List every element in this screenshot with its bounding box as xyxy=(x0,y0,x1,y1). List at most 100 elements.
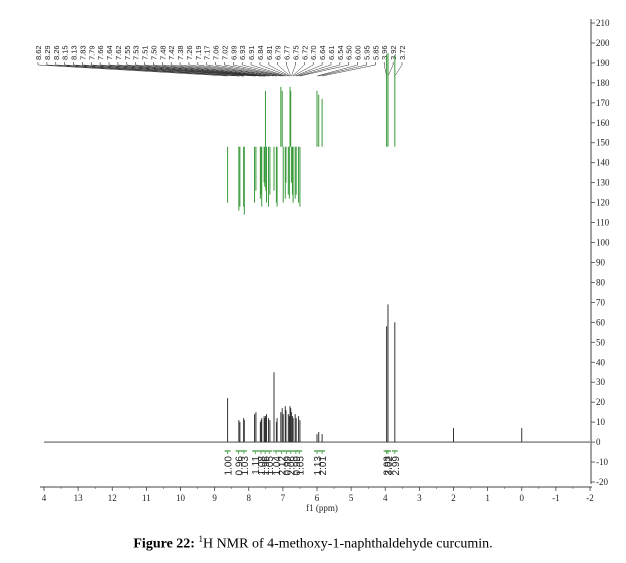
peak-connector xyxy=(197,64,277,77)
integral-label: 1.05 xyxy=(295,456,306,476)
peak-label-group: 8.62 8.29 8.26 8.15 8.13 7.83 7.79 7.66 7.64 7.62… xyxy=(34,45,407,60)
peak-label: 7.42 xyxy=(167,45,176,60)
y-tick-label: 150 xyxy=(596,138,610,148)
peak-connector xyxy=(286,64,291,77)
integral-label: 3.02 xyxy=(384,456,395,476)
peak-connector-group xyxy=(37,52,403,215)
peak-connector xyxy=(55,64,240,77)
peak-connector xyxy=(299,64,349,77)
x-tick-label: 4 xyxy=(42,493,47,503)
peak-connector xyxy=(162,64,267,77)
peak-label: 3.72 xyxy=(398,45,407,60)
y-tick-label: 30 xyxy=(596,377,606,387)
peak-connector xyxy=(73,64,245,77)
peak-connector xyxy=(295,64,323,77)
peak-connector xyxy=(91,64,256,77)
peak-label: 8.13 xyxy=(70,45,79,60)
y-tick-label: 100 xyxy=(596,238,610,248)
peak-label: 7.06 xyxy=(212,45,221,60)
peak-connector xyxy=(117,64,262,77)
y-tick-label: 10 xyxy=(596,417,606,427)
peak-connector xyxy=(277,64,291,77)
y-tick-label: 170 xyxy=(596,98,610,108)
peak-connector xyxy=(387,64,394,77)
peak-connector xyxy=(292,64,314,77)
integral-label: 1.08 xyxy=(257,456,268,476)
peak-label: 6.79 xyxy=(274,45,283,60)
peak-label: 7.51 xyxy=(141,45,150,60)
integral-label: 2.99 xyxy=(391,456,402,476)
y-tick-label: 140 xyxy=(596,158,610,168)
x-axis-label: f1 (ppm) xyxy=(306,503,338,513)
peak-label: 7.66 xyxy=(96,45,105,60)
integral-label: 1.13 xyxy=(313,456,324,476)
peak-label: 6.70 xyxy=(309,45,318,60)
integral-label: 0.99 xyxy=(282,456,293,476)
integral-label: 2.01 xyxy=(318,456,329,476)
peak-label: 6.91 xyxy=(247,45,256,60)
peak-label: 7.50 xyxy=(149,45,158,60)
peak-label: 7.02 xyxy=(220,45,229,60)
peak-label: 7.26 xyxy=(185,45,194,60)
y-tick-label: 130 xyxy=(596,178,610,188)
integral-label: 1.05 xyxy=(265,456,276,476)
nmr-spectrum-chart: 8.62 8.29 8.26 8.15 8.13 7.83 7.79 7.66 7.64 7.62… xyxy=(34,18,610,513)
y-tick-label: 0 xyxy=(596,437,601,447)
peak-connector xyxy=(224,64,283,77)
x-tick-label: 5 xyxy=(349,493,354,503)
x-tick-label: -1 xyxy=(552,493,560,503)
integral-label: 0.96 xyxy=(235,456,246,476)
y-tick-label: 190 xyxy=(596,58,610,68)
y-tick-label: -20 xyxy=(596,477,608,487)
peak-label: 7.83 xyxy=(78,45,87,60)
peak-label: 8.62 xyxy=(34,45,43,60)
caption-superscript: 1 xyxy=(198,534,203,544)
peak-connector xyxy=(215,64,281,77)
x-tick-label: 10 xyxy=(176,493,186,503)
peak-label: 6.61 xyxy=(327,45,336,60)
x-tick-label: 0 xyxy=(520,493,525,503)
peak-label: 6.77 xyxy=(283,45,292,60)
x-tick-label: 2 xyxy=(451,493,456,503)
y-tick-label: 200 xyxy=(596,38,610,48)
peak-connector xyxy=(206,64,278,77)
peak-connector xyxy=(180,64,270,77)
peak-label: 6.54 xyxy=(336,45,345,60)
peak-label: 3.96 xyxy=(380,45,389,60)
y-tick-label: 160 xyxy=(596,118,610,128)
peak-label: 6.64 xyxy=(318,45,327,60)
integral-label: 2.06 xyxy=(287,456,298,476)
peak-label: 7.53 xyxy=(132,45,141,60)
y-tick-label: 20 xyxy=(596,397,606,407)
x-tick-label: 11 xyxy=(142,493,151,503)
y-tick-label: 210 xyxy=(596,18,610,28)
peak-connector xyxy=(259,64,289,77)
peak-connector xyxy=(394,64,403,77)
peak-connector xyxy=(188,64,275,77)
x-tick-label: 13 xyxy=(74,493,84,503)
integral-label: 2.93 xyxy=(383,456,394,476)
peak-connector xyxy=(292,64,305,77)
y-tick-label: 90 xyxy=(596,257,606,267)
peak-label: 6.84 xyxy=(256,45,265,60)
peak-connector xyxy=(322,64,376,77)
y-tick-label: 180 xyxy=(596,78,610,88)
peak-label: 5.95 xyxy=(362,45,371,60)
x-tick-label: 7 xyxy=(281,493,286,503)
peak-connector xyxy=(296,64,332,77)
y-tick-label: 40 xyxy=(596,357,606,367)
integral-label: 0.99 xyxy=(292,456,303,476)
peak-label: 7.38 xyxy=(176,45,185,60)
y-tick-label: 110 xyxy=(596,218,610,228)
peak-connector xyxy=(268,64,290,77)
y-tick-label: 120 xyxy=(596,198,610,208)
y-tick-label: 60 xyxy=(596,317,606,327)
x-tick-label: 8 xyxy=(247,493,252,503)
x-tick-label: 3 xyxy=(417,493,422,503)
x-tick-label: 6 xyxy=(315,493,320,503)
integral-label: 1.96 xyxy=(261,456,272,476)
peak-label: 7.64 xyxy=(105,45,114,60)
integral-label: 1.04 xyxy=(272,456,283,476)
x-tick-label: 4 xyxy=(383,493,388,503)
peak-connector xyxy=(233,64,284,77)
